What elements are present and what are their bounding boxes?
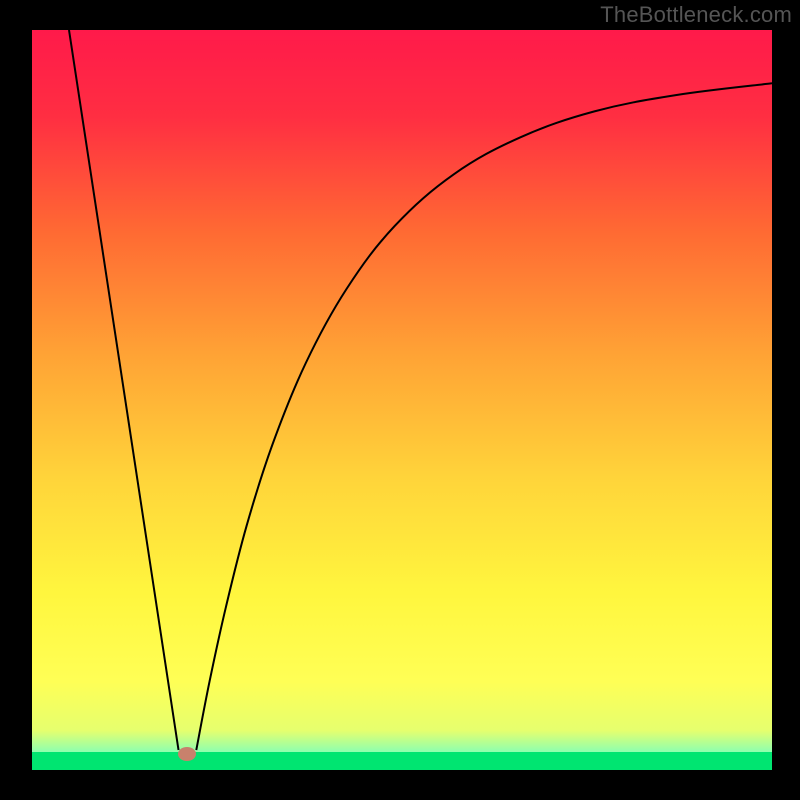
- left-line: [69, 30, 179, 750]
- chart-frame: TheBottleneck.com: [0, 0, 800, 800]
- plot-area: [32, 30, 772, 770]
- watermark-text: TheBottleneck.com: [600, 2, 792, 28]
- min-marker: [178, 747, 196, 761]
- curve-svg: [32, 30, 772, 770]
- right-curve: [196, 83, 772, 750]
